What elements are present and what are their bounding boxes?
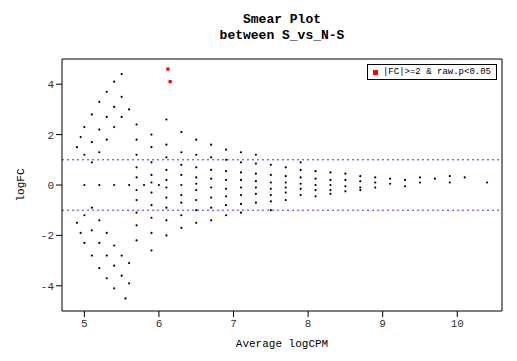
html-text:between S_vs_N-S: between S_vs_N-S: [219, 28, 345, 43]
svg-text:Average logCPM: Average logCPM: [236, 338, 328, 350]
svg-text:10: 10: [451, 318, 464, 330]
svg-text:0: 0: [47, 180, 54, 192]
html-text:Smear Plot: Smear Plot: [243, 12, 321, 27]
svg-text:7: 7: [230, 318, 237, 330]
svg-text:2: 2: [47, 130, 54, 142]
svg-text:4: 4: [47, 79, 54, 91]
svg-text:5: 5: [81, 318, 88, 330]
svg-text:-2: -2: [41, 230, 54, 242]
svg-text:8: 8: [305, 318, 312, 330]
svg-text:logFC: logFC: [15, 168, 27, 201]
svg-text:9: 9: [379, 318, 386, 330]
svg-text:-4: -4: [41, 281, 55, 293]
html-text:|FC|>=2 & raw.p<0.05: |FC|>=2 & raw.p<0.05: [383, 67, 491, 77]
svg-text:6: 6: [156, 318, 163, 330]
